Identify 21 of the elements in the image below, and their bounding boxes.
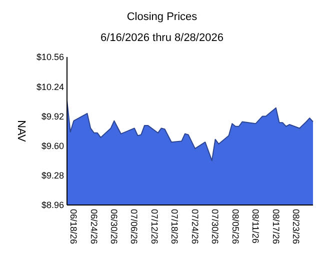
x-tick-label: 07/18/26 [170,209,180,244]
chart-title: Closing Prices [126,11,198,23]
x-tick-label: 06/18/26 [68,209,79,244]
y-tick-label: $9.28 [41,170,64,181]
x-tick-label: 08/23/26 [291,209,301,244]
x-tick-label: 08/17/26 [270,209,281,244]
x-tick-label: 06/24/26 [88,209,99,244]
x-tick-label: 08/11/26 [250,209,261,244]
y-tick-label: $10.56 [36,52,64,62]
x-tick-label: 07/24/26 [190,209,200,244]
x-tick-label: 07/12/26 [149,209,160,244]
x-tick-label: 08/05/26 [230,209,240,244]
x-tick-label: 07/06/26 [129,209,140,244]
x-tick-label: 07/30/26 [210,209,220,244]
y-tick-label: $9.92 [41,111,64,122]
y-axis-title: NAV [15,120,27,143]
y-tick-label: $9.60 [41,140,64,151]
chart-subtitle: 6/16/2026 thru 8/28/2026 [100,32,224,44]
y-tick-label: $10.24 [36,82,64,92]
y-tick-label: $8.96 [41,200,64,210]
x-tick-label: 06/30/26 [109,209,120,244]
